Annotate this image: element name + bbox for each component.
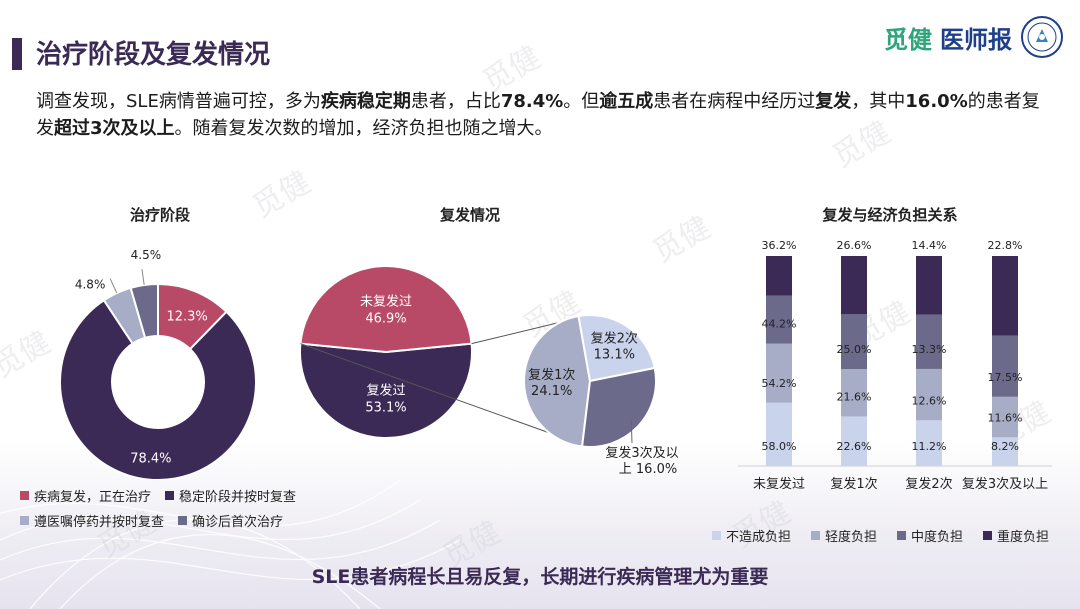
chart-title-relapse: 复发情况 (439, 206, 500, 224)
stacked-bar-chart-burden: 58.0% 54.2% 44.2% 36.2% 未复发过 22.6% 21.6% 25.0% 2… (738, 239, 1052, 492)
bar-segment (916, 256, 942, 315)
bar-segment (766, 256, 792, 296)
sub-pie-slice (580, 366, 657, 448)
bar-value-label: 22.8% (988, 239, 1023, 252)
legend-item: 轻度负担 (811, 526, 877, 545)
summary-highlight: 疾病稳定期 (320, 91, 411, 112)
bar-value-label: 22.6% (837, 440, 872, 453)
data-label: 24.1% (531, 384, 572, 399)
donut-slice (129, 282, 159, 340)
bar-segment (766, 343, 792, 403)
leader-line (141, 269, 145, 286)
legend-item: 重度负担 (983, 526, 1049, 545)
summary-highlight: 逾五成 (599, 91, 654, 112)
mijian-logo: 觅健 (884, 25, 932, 54)
bar-value-label: 26.6% (837, 239, 872, 252)
sub-pie-slice (577, 314, 656, 383)
data-label: 78.4% (130, 452, 171, 467)
bar-segment (841, 314, 867, 370)
summary-segment: 患者在病程中经历过 (653, 91, 816, 112)
data-label: 复发3次及以 (605, 445, 678, 461)
pie-slice (299, 265, 473, 354)
summary-segment: 。随着复发次数的增加，经济负担也随之增大。 (174, 118, 553, 139)
summary-segment: 。但 (563, 91, 600, 112)
x-tick-label: 复发3次及以上 (962, 476, 1048, 492)
data-label: 复发过 (366, 383, 405, 399)
x-tick-label: 复发2次 (905, 476, 952, 492)
data-label: 13.1% (594, 347, 635, 362)
summary-segment: 患者，占比 (410, 91, 501, 112)
summary-highlight: 16.0% (905, 91, 968, 112)
summary-segment: 调查发现，SLE病情普遍可控，多为 (36, 91, 321, 112)
legend-treatment-stage: 疾病复发，正在治疗 稳定阶段并按时复查 遵医嘱停药并按时复查 确诊后首次治疗 (20, 486, 296, 536)
summary-highlight: 超过3次及以上 (54, 118, 175, 139)
data-label: 4.8% (75, 278, 106, 292)
summary-text: 调查发现，SLE病情普遍可控，多为疾病稳定期患者，占比78.4%。但逾五成患者在… (36, 88, 1046, 142)
bar-value-label: 13.3% (912, 343, 947, 356)
x-tick-label: 复发1次 (830, 476, 877, 492)
page-title: 治疗阶段及复发情况 (36, 40, 271, 70)
legend-burden: 不造成负担 轻度负担 中度负担 重度负担 (712, 526, 1049, 545)
chart-title-treatment-stage: 治疗阶段 (129, 206, 190, 224)
legend-item: 稳定阶段并按时复查 (165, 486, 296, 505)
bar-value-label: 14.4% (912, 239, 947, 252)
bar-value-label: 36.2% (762, 239, 797, 252)
summary-segment: 的患者复发 (36, 91, 1040, 139)
legend-item: 不造成负担 (712, 526, 791, 545)
bar-segment (992, 335, 1018, 397)
bar-value-label: 17.5% (988, 371, 1023, 384)
bar-segment (992, 256, 1018, 336)
connector-line (300, 343, 587, 447)
leader-line (630, 419, 633, 444)
bar-value-label: 8.2% (991, 440, 1019, 453)
bar-value-label: 11.6% (988, 411, 1023, 424)
legend-item: 遵医嘱停药并按时复查 (20, 511, 164, 530)
bar-segment (766, 402, 792, 466)
bar-segment (992, 437, 1018, 466)
legend-item: 中度负担 (897, 526, 963, 545)
data-label: 复发1次 (528, 367, 575, 383)
data-label: 上 16.0% (619, 462, 677, 477)
bar-value-label: 11.2% (912, 440, 947, 453)
bar-segment (841, 416, 867, 466)
association-seal-icon (1021, 16, 1063, 58)
bar-value-label: 25.0% (837, 343, 872, 356)
bar-segment (841, 369, 867, 417)
summary-segment: ，其中 (851, 91, 906, 112)
donut-chart-treatment-stage: 12.3% 78.4% 4.8% 4.5% (59, 248, 257, 480)
sub-pie-slice (523, 314, 592, 448)
chart-title-burden: 复发与经济负担关系 (822, 206, 958, 224)
data-label: 53.1% (365, 401, 406, 416)
data-label: 12.3% (166, 309, 207, 324)
bar-segment (766, 295, 792, 344)
legend-item: 疾病复发，正在治疗 (20, 486, 151, 505)
bar-value-label: 44.2% (762, 318, 797, 331)
title-accent-bar (12, 38, 22, 70)
donut-slice (59, 298, 257, 480)
legend-item: 确诊后首次治疗 (178, 511, 283, 530)
data-label: 46.9% (365, 311, 406, 326)
logo-group: 觅健 医师报 (884, 14, 1064, 60)
bar-value-label: 58.0% (762, 440, 797, 453)
bar-segment (916, 314, 942, 369)
bar-value-label: 21.6% (837, 390, 872, 403)
bar-value-label: 54.2% (762, 377, 797, 390)
data-label: 未复发过 (360, 293, 412, 309)
watermark-text: 觅健 (247, 164, 317, 226)
yishibao-logo: 医师报 (940, 24, 1012, 54)
leader-line (109, 278, 118, 294)
data-label: 4.5% (131, 248, 162, 262)
x-tick-label: 未复发过 (753, 476, 805, 492)
summary-highlight: 78.4% (500, 91, 564, 112)
summary-highlight: 复发 (815, 91, 852, 112)
pie-slice (299, 342, 473, 440)
bar-segment (992, 396, 1018, 438)
data-label: 复发2次 (591, 330, 638, 346)
bar-value-label: 12.6% (912, 394, 947, 407)
bar-segment (916, 420, 942, 466)
bar-segment (841, 256, 867, 315)
footer-conclusion: SLE患者病程长且易反复，长期进行疾病管理尤为重要 (311, 566, 769, 588)
bar-segment (916, 368, 942, 421)
